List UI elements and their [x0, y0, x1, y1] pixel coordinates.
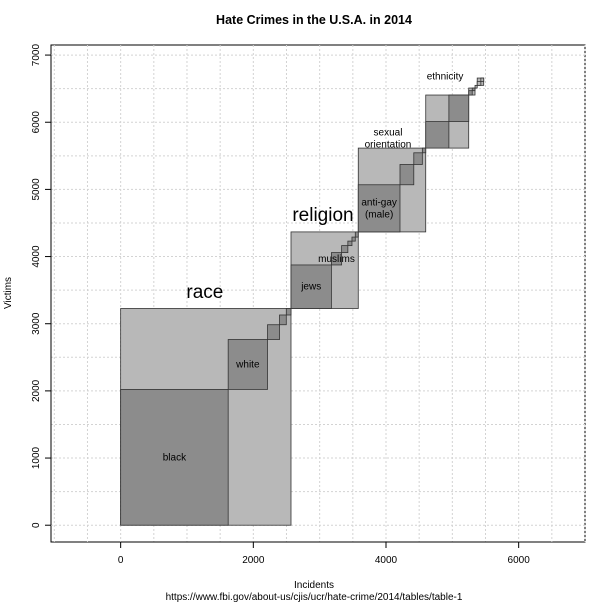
y-tick-label: 0 [31, 522, 42, 528]
group-label-sexual-orientation: sexual orientation [365, 128, 412, 151]
cell-white [227, 339, 268, 390]
group-label-religion: religion [292, 205, 353, 226]
cell-disability-18 [471, 87, 476, 92]
cell-sexual-orientation-12 [399, 164, 415, 186]
cell-label-white: white [235, 359, 260, 370]
x-tick-label: 4000 [375, 555, 398, 566]
cell-ethnicity-15 [425, 121, 450, 149]
chart-title: Hate Crimes in the U.S.A. in 2014 [216, 13, 412, 27]
x-tick-label: 6000 [508, 555, 531, 566]
cell-label-black: black [163, 452, 187, 463]
cell-religion-10 [354, 231, 359, 238]
cell-race-4 [285, 308, 292, 316]
x-tick-label: 0 [118, 555, 124, 566]
cell-label-anti-gay-male: anti-gay (male) [361, 197, 397, 220]
x-axis-label: Incidents [294, 580, 334, 591]
cell-black [120, 389, 229, 526]
labels: race religion sexual orientation ethnicity bl… [163, 71, 464, 463]
cell-jews [290, 264, 332, 309]
cell-muslims [330, 252, 343, 266]
y-tick-label: 2000 [31, 379, 42, 402]
cell-sexual-orientation-13 [413, 152, 423, 165]
cell-race-2 [267, 324, 280, 340]
y-tick-label: 7000 [31, 44, 42, 67]
group-rect-gender [474, 84, 478, 89]
cell-disability-17 [468, 90, 473, 96]
cell-anti-gay-male [357, 184, 401, 233]
source-caption: https://www.fbi.gov/about-us/cjis/ucr/ha… [166, 592, 463, 603]
cell-religion-9 [351, 236, 356, 242]
cell-gender-identity-19 [476, 81, 482, 86]
y-tick-label: 4000 [31, 245, 42, 268]
cell-label-muslims: muslims [318, 254, 355, 265]
cell-race-3 [279, 314, 287, 326]
group-label-ethnicity: ethnicity [427, 71, 464, 82]
x-tick-label: 2000 [242, 555, 265, 566]
y-tick-label: 5000 [31, 178, 42, 201]
cell-religion-8 [347, 240, 353, 247]
cell-sexual-orientation-14 [421, 147, 427, 154]
y-axis-label: Victims [3, 277, 14, 309]
y-tick-label: 1000 [31, 446, 42, 469]
y-tick-label: 3000 [31, 312, 42, 335]
cell-religion-7 [341, 245, 349, 253]
cell-ethnicity-16 [448, 94, 470, 122]
category-cells [120, 77, 485, 526]
cell-gender-identity-20 [480, 77, 485, 83]
x-axis: 0 2000 4000 6000 [118, 541, 531, 566]
y-tick-label: 6000 [31, 111, 42, 134]
group-label-race: race [186, 282, 223, 303]
y-axis: 0 1000 2000 3000 4000 5000 6000 7000 [31, 44, 52, 528]
cell-label-jews: jews [300, 282, 321, 293]
